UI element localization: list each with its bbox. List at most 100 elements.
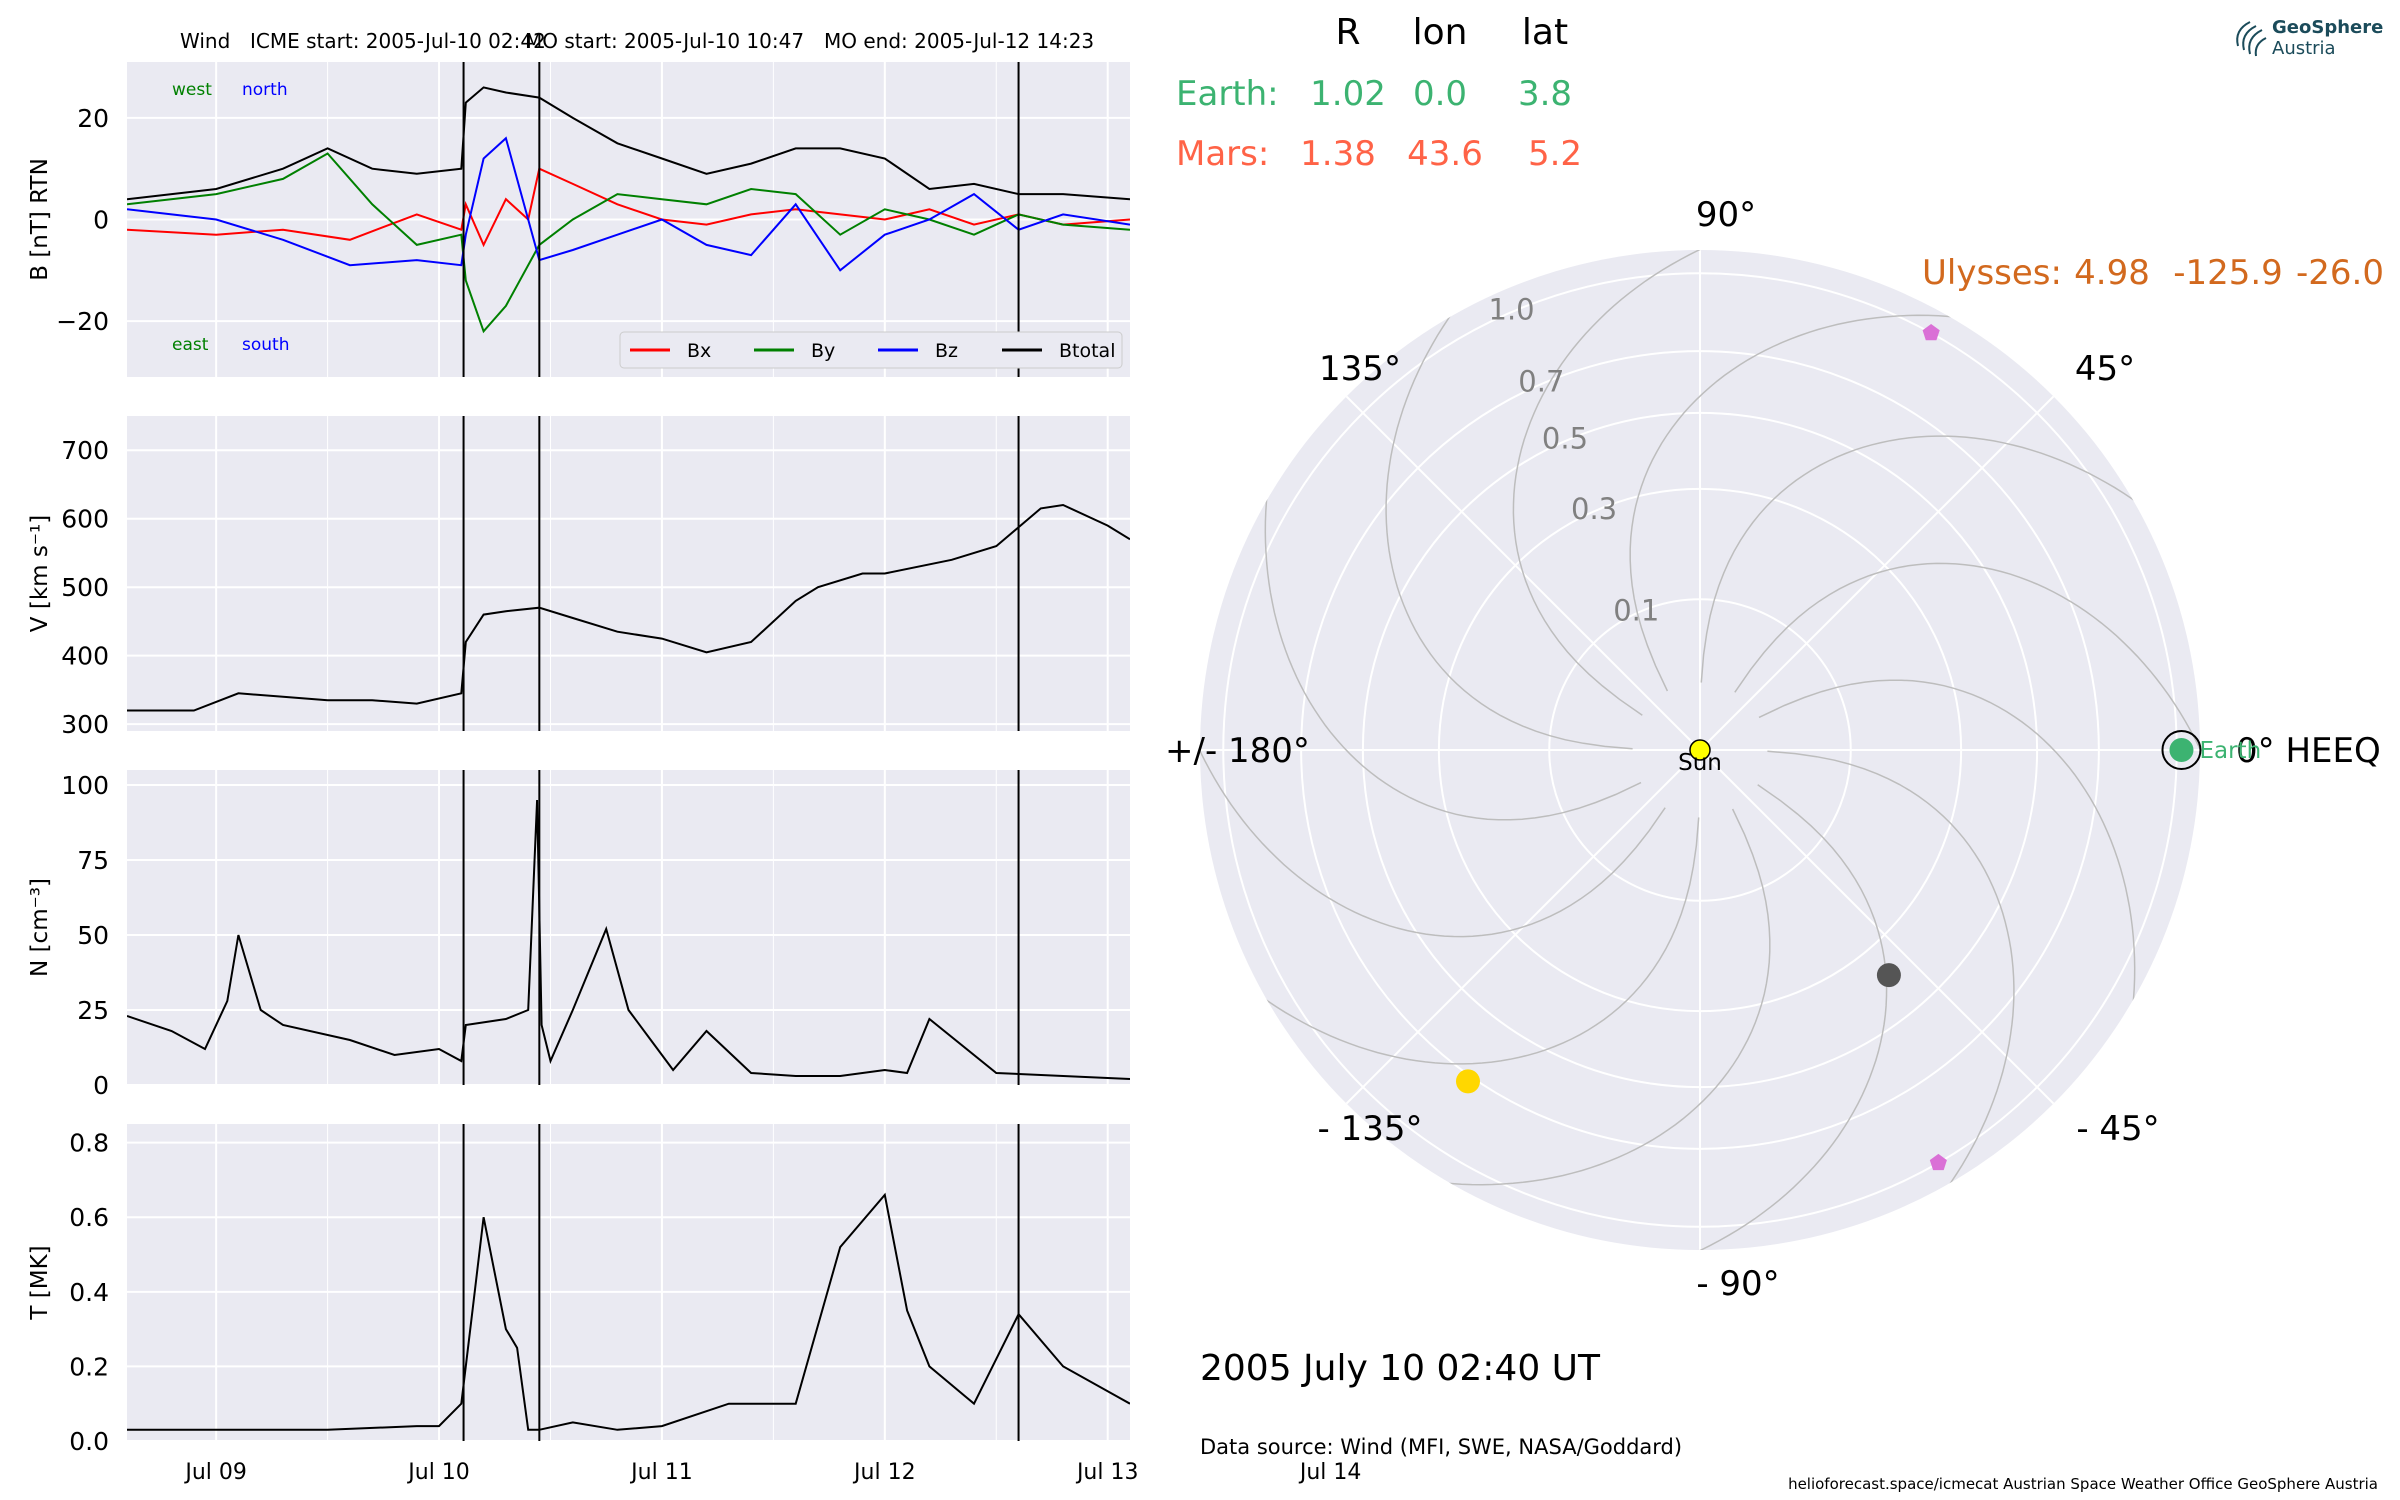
earth-ring xyxy=(2161,730,2202,770)
timestamp: 2005 July 10 02:40 UT xyxy=(1200,1348,1601,1389)
panel-density: 0 25 50 75 100 N [cm⁻³] xyxy=(27,770,1130,1100)
annotation-west: west xyxy=(172,80,212,100)
angle-label: 0° HEEQ xyxy=(2236,731,2381,771)
legend-label-bx: Bx xyxy=(687,340,711,362)
y-axis-label: B [nT] RTN xyxy=(27,158,53,281)
angle-label: 45° xyxy=(2075,349,2135,389)
y-tick-label: 0.8 xyxy=(69,1129,109,1158)
y-axis-label: V [km s⁻¹] xyxy=(27,515,53,632)
table-cell: 43.6 xyxy=(1407,134,1483,174)
mo-end-label: MO end: 2005-Jul-12 14:23 xyxy=(824,29,1094,53)
radial-tick-label: 1.0 xyxy=(1489,293,1535,327)
series-line-by xyxy=(127,152,1130,334)
table-cell: 5.2 xyxy=(1528,134,1582,174)
x-tick-label: Jul 14 xyxy=(1298,1460,1362,1485)
annotation-south: south xyxy=(242,335,289,355)
series-line-btotal xyxy=(127,86,1130,201)
angle-label: +/- 180° xyxy=(1165,731,1310,771)
body-marker-sun xyxy=(1689,739,1711,761)
radial-tick-label: 0.3 xyxy=(1571,492,1617,526)
brand-country: Austria xyxy=(2272,38,2336,59)
parker-spiral-line xyxy=(1385,266,1633,750)
y-tick-label: 20 xyxy=(77,104,109,133)
legend-label-btotal: Btotal xyxy=(1059,340,1115,362)
legend-label-bz: Bz xyxy=(935,340,958,362)
parker-spiral-line xyxy=(1640,784,1888,1250)
x-tick-label: Jul 13 xyxy=(1075,1460,1139,1485)
plot-area xyxy=(127,1124,1130,1441)
y-tick-label: 0.6 xyxy=(69,1203,109,1232)
table-cell: 4.98 xyxy=(2074,253,2150,293)
parker-spiral-line xyxy=(1512,250,1760,716)
parker-spiral-line xyxy=(1629,314,2013,692)
spacecraft-marker-spacecraft-a xyxy=(1922,324,1940,341)
y-tick-label: 0 xyxy=(93,206,109,235)
angle-label: - 135° xyxy=(1318,1109,1423,1149)
table-header-r: R xyxy=(1335,12,1360,53)
series-line-bz xyxy=(127,136,1130,272)
y-tick-label: 500 xyxy=(61,573,109,602)
table-cell: 1.38 xyxy=(1300,134,1376,174)
data-source: Data source: Wind (MFI, SWE, NASA/Goddar… xyxy=(1200,1435,1682,1459)
series-line-t xyxy=(127,1192,1130,1431)
y-axis-label: T [MK] xyxy=(27,1245,53,1320)
series-line-bx xyxy=(127,167,1130,248)
parker-spiral-line xyxy=(1758,679,2136,1063)
table-row-label: Mars: xyxy=(1176,134,1269,174)
legend: Bx By Bz Btotal xyxy=(619,331,1123,369)
x-tick-label: Jul 11 xyxy=(629,1460,693,1485)
table-header-lat: lat xyxy=(1522,12,1568,53)
table-cell: -125.9 xyxy=(2173,253,2283,293)
plot-area xyxy=(127,416,1130,731)
y-tick-label: 50 xyxy=(77,921,109,950)
parker-spiral-line xyxy=(1216,817,1700,1065)
body-marker-earth xyxy=(2169,738,2194,762)
parker-spiral-line xyxy=(1264,437,1642,821)
plot-area xyxy=(127,770,1130,1085)
annotation-east: east xyxy=(172,335,209,355)
polar-ring xyxy=(1300,350,2100,1150)
time-series-panels: −20 0 20 B [nT] RTN west north east south Bx By Bz… xyxy=(27,62,1361,1485)
angle-label: - 90° xyxy=(1696,1264,1779,1304)
parker-spiral-line xyxy=(1700,435,2184,683)
panel-speed: 300 400 500 600 700 V [km s⁻¹] xyxy=(27,416,1130,739)
table-row-label: Earth: xyxy=(1176,74,1279,114)
geosphere-logo-icon xyxy=(2236,21,2267,57)
y-tick-label: 700 xyxy=(61,436,109,465)
body-label-earth: Earth xyxy=(2199,738,2261,764)
body-marker-venus xyxy=(1455,1069,1480,1094)
panel-temperature: 0.0 0.2 0.4 0.6 0.8 T [MK] Jul 09 Jul 10 Jul 11 J… xyxy=(27,1124,1361,1485)
radial-tick-label: 0.1 xyxy=(1613,594,1659,628)
body-label-sun: Sun xyxy=(1678,750,1722,776)
radial-tick-label: 0.7 xyxy=(1518,364,1564,398)
y-tick-label: 0.0 xyxy=(69,1427,109,1456)
table-cell: 1.02 xyxy=(1310,74,1386,114)
x-tick-label: Jul 10 xyxy=(406,1460,470,1485)
angle-label: 135° xyxy=(1319,349,1401,389)
parker-spiral-line xyxy=(1734,562,2200,810)
parker-spiral-line xyxy=(1387,808,1771,1186)
y-tick-label: 25 xyxy=(77,996,109,1025)
y-tick-label: 100 xyxy=(61,771,109,800)
y-tick-label: −20 xyxy=(56,307,109,336)
y-tick-label: 0.4 xyxy=(69,1278,109,1307)
polar-ring xyxy=(1361,411,2039,1089)
table-cell: 0.0 xyxy=(1413,74,1467,114)
table-cell: -26.0 xyxy=(2296,253,2384,293)
polar-position-plot: 0.1 0.3 0.5 0.7 1.0 0° HEEQ 45° 90° 135° +/- 180°… xyxy=(1165,195,2381,1304)
parker-spirals xyxy=(1200,250,2200,1250)
series-line-n xyxy=(127,799,1130,1080)
spacecraft-marker-spacecraft-b xyxy=(1929,1153,1947,1171)
x-tick-label: Jul 09 xyxy=(183,1460,247,1485)
footer-credits: helioforecast.space/icmecat Austrian Spa… xyxy=(1788,1475,2378,1493)
panel-magnetic-field: −20 0 20 B [nT] RTN west north east south Bx By Bz… xyxy=(27,62,1130,377)
y-tick-label: 400 xyxy=(61,642,109,671)
parker-spiral-line xyxy=(1200,690,1666,938)
x-tick-label: Jul 12 xyxy=(852,1460,916,1485)
polar-ring xyxy=(1437,487,1963,1013)
annotation-north: north xyxy=(242,80,288,100)
angle-label: 90° xyxy=(1696,195,1756,235)
series-line-v xyxy=(127,503,1130,712)
